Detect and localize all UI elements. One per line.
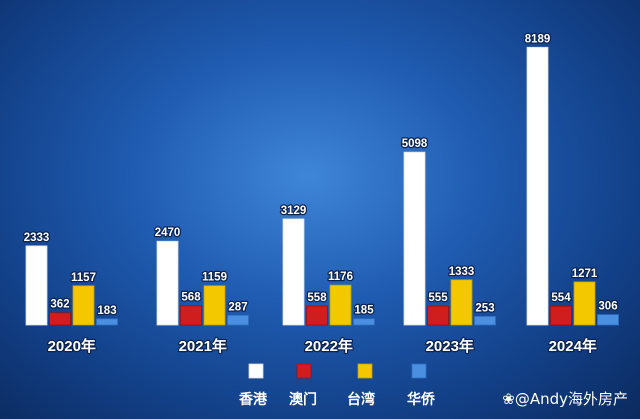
bar-group (25, 46, 619, 326)
value-label: 253 (475, 302, 494, 314)
watermark: ❀@Andy海外房产 (502, 388, 628, 409)
bar-台湾-2023年 (450, 279, 473, 326)
watermark-text: @Andy海外房产 (514, 390, 628, 408)
bar-澳门-2023年 (427, 305, 449, 326)
bar-华侨-2022年 (353, 318, 375, 326)
value-label: 306 (598, 301, 617, 313)
value-label: 1271 (572, 268, 598, 280)
legend: 香港 澳门 台湾 华侨 (238, 363, 436, 408)
legend-swatch-香港 (248, 363, 264, 379)
bar-台湾-2024年 (573, 281, 596, 326)
value-label: 555 (428, 292, 448, 304)
value-label: 362 (50, 299, 69, 311)
value-label: 185 (354, 305, 374, 317)
bar-华侨-2021年 (227, 314, 249, 326)
value-label: 183 (97, 305, 116, 317)
bar-华侨-2024年 (597, 314, 619, 326)
bar-澳门-2024年 (550, 305, 572, 326)
legend-label-澳门: 澳门 (289, 391, 317, 408)
value-label: 287 (228, 301, 247, 313)
bar-香港-2020年 (25, 245, 48, 326)
value-label: 1157 (71, 272, 96, 284)
bar-香港-2024年 (526, 46, 549, 326)
bar-台湾-2020年 (72, 285, 95, 326)
legend-swatch-华侨 (411, 363, 427, 379)
paw-icon: ❀ (502, 390, 515, 408)
category-label: 2021年 (179, 337, 227, 355)
category-label: 2023年 (426, 337, 474, 355)
legend-swatch-澳门 (296, 363, 312, 379)
category-label: 2022年 (305, 337, 353, 355)
bar-澳门-2022年 (306, 305, 328, 326)
value-label: 2470 (155, 227, 181, 239)
category-label: 2020年 (48, 337, 96, 355)
bar-香港-2022年 (282, 218, 305, 326)
value-label: 1159 (202, 272, 227, 284)
bar-澳门-2021年 (180, 305, 202, 326)
bar-香港-2021年 (156, 240, 179, 326)
legend-label-台湾: 台湾 (347, 391, 375, 408)
value-label: 1176 (328, 271, 353, 283)
value-label: 5098 (402, 138, 428, 150)
bar-澳门-2020年 (49, 312, 71, 326)
category-label-group: 2020年 2021年 2022年 2023年 2024年 (46, 336, 598, 357)
bar-台湾-2022年 (329, 284, 352, 326)
value-label: 1333 (449, 266, 475, 278)
value-label: 8189 (525, 33, 551, 45)
bar-台湾-2021年 (203, 285, 226, 326)
value-label: 2333 (24, 232, 50, 244)
bar-华侨-2023年 (474, 316, 496, 326)
value-label: 3129 (281, 205, 307, 217)
legend-swatch-台湾 (357, 363, 373, 379)
value-label: 568 (181, 292, 201, 304)
value-label: 554 (551, 292, 571, 304)
category-label: 2024年 (549, 337, 597, 355)
bar-香港-2023年 (403, 151, 426, 326)
legend-label-香港: 香港 (238, 391, 268, 408)
bar-华侨-2020年 (96, 318, 118, 326)
value-label: 558 (307, 292, 327, 304)
legend-label-华侨: 华侨 (407, 391, 436, 408)
